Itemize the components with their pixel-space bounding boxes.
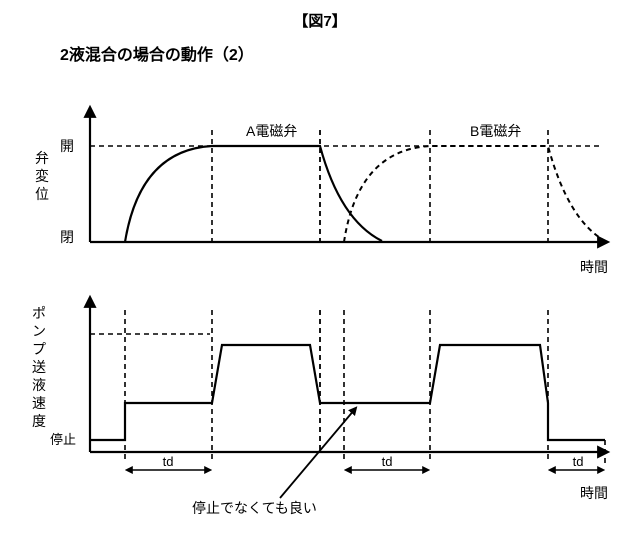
label-valve-b: B電磁弁 [470, 123, 521, 139]
label-valve-a: A電磁弁 [246, 123, 297, 139]
svg-text:td: td [382, 454, 393, 469]
figure7-diagram: 【図7】 2液混合の場合の動作（2） A電磁弁 B電磁弁 開 閉 弁 変 位 時… [0, 0, 640, 534]
xlabel-pump: 時間 [580, 485, 608, 501]
ylabel-valve: 弁 変 位 [35, 150, 53, 202]
figure-number: 【図7】 [293, 12, 346, 30]
svg-text:td: td [163, 454, 174, 469]
label-open: 開 [60, 138, 74, 154]
figure-subtitle: 2液混合の場合の動作（2） [60, 45, 254, 64]
note-arrow [280, 409, 355, 498]
curve-valve-b [344, 146, 605, 242]
curve-valve-a [125, 146, 382, 242]
td-arrow-2: td [347, 454, 427, 470]
label-stop: 停止 [50, 432, 76, 447]
note-text: 停止でなくても良い [192, 500, 317, 516]
td-arrow-1: td [128, 454, 209, 470]
svg-text:td: td [573, 454, 584, 469]
ylabel-pump: ポ ン プ 送 液 速 度 [32, 305, 50, 429]
chart-valve: A電磁弁 B電磁弁 開 閉 弁 変 位 時間 [35, 110, 608, 275]
xlabel-valve: 時間 [580, 259, 608, 275]
curve-pump [90, 345, 605, 440]
label-closed: 閉 [60, 229, 74, 245]
chart-pump: 停止 ポ ン プ 送 液 速 度 td td td 停止でなくても良い 時間 [32, 300, 608, 516]
td-arrow-3: td [551, 454, 602, 470]
